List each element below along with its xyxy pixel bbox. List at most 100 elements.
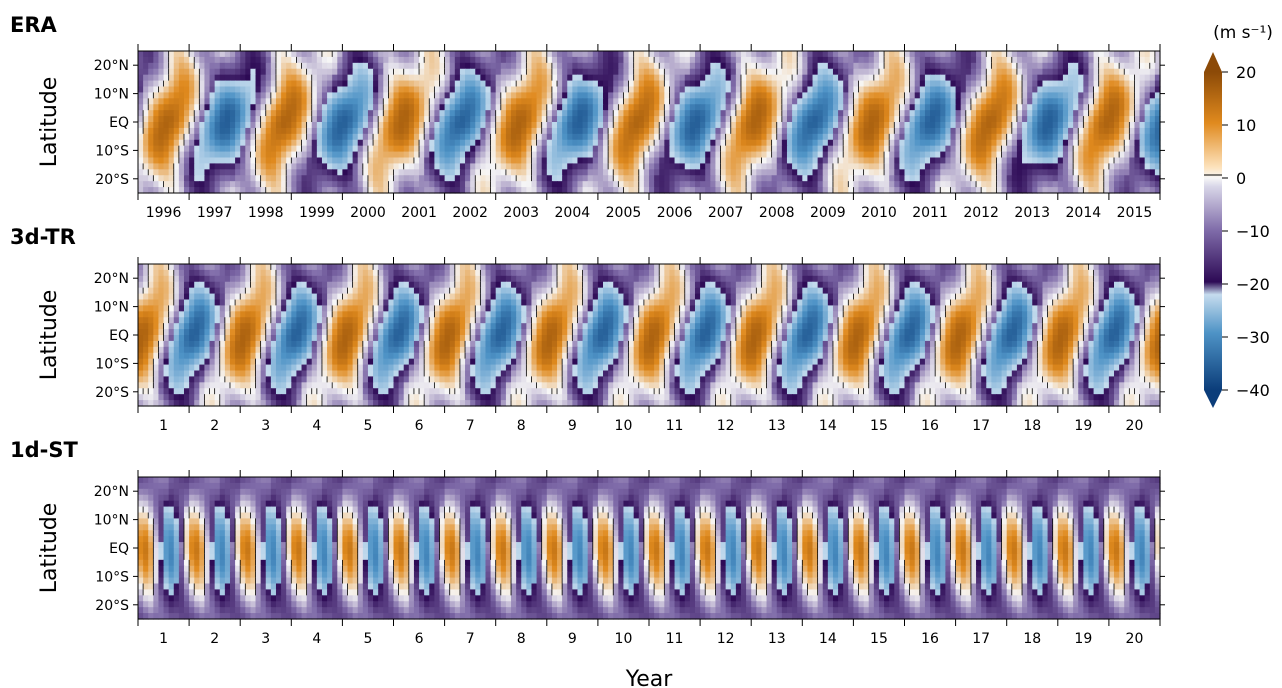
heatmap-cell [878, 104, 885, 111]
heatmap-cell [1062, 145, 1069, 153]
heatmap-cell [899, 157, 906, 165]
heatmap-cell [1016, 74, 1023, 82]
heatmap-cell [454, 86, 461, 94]
heatmap-cell [1032, 122, 1038, 129]
heatmap-cell [776, 181, 783, 188]
heatmap-cell [587, 80, 594, 88]
heatmap-cell [1042, 51, 1049, 58]
heatmap-cell [715, 151, 722, 159]
heatmap-cell [863, 133, 870, 141]
heatmap-cell [153, 169, 160, 176]
heatmap-cell [567, 92, 573, 99]
heatmap-cell [327, 139, 333, 147]
heatmap-cell [439, 51, 446, 58]
heatmap-cell [500, 51, 507, 58]
heatmap-cell [526, 56, 533, 64]
heatmap-cell [848, 133, 854, 141]
heatmap-cell [786, 104, 793, 111]
heatmap-cell [1154, 51, 1161, 58]
heatmap-cell [465, 51, 471, 58]
heatmap-cell [802, 127, 809, 135]
heatmap-cell [1088, 139, 1095, 147]
heatmap-cell [393, 169, 400, 176]
heatmap-cell [822, 98, 829, 105]
heatmap-cell [475, 145, 481, 153]
heatmap-cell [546, 86, 553, 94]
heatmap-cell [209, 86, 216, 94]
heatmap-cell [551, 127, 558, 135]
heatmap-cell [1119, 181, 1125, 188]
heatmap-cell [367, 51, 374, 58]
heatmap-cell [965, 51, 972, 58]
heatmap-cell [183, 157, 190, 165]
heatmap-cell [1114, 122, 1120, 129]
heatmap-cell [592, 187, 599, 194]
heatmap-cell [694, 163, 701, 170]
heatmap-cell [419, 175, 425, 182]
heatmap-cell [454, 127, 461, 135]
heatmap-cell [224, 68, 231, 76]
heatmap-cell [940, 151, 946, 159]
heatmap-cell [240, 169, 246, 176]
heatmap-cell [899, 163, 906, 170]
heatmap-cell [378, 139, 384, 147]
heatmap-cell [511, 175, 517, 182]
heatmap-cell [807, 110, 814, 117]
heatmap-cell [1022, 86, 1028, 94]
heatmap-cell [781, 51, 788, 58]
heatmap-cell [991, 163, 998, 170]
heatmap-cell [168, 116, 175, 123]
heatmap-cells [138, 51, 1161, 194]
heatmap-cell [470, 104, 476, 111]
heatmap-cell [694, 104, 701, 111]
heatmap-cell [659, 92, 665, 99]
heatmap-cell [281, 110, 287, 117]
heatmap-cell [894, 92, 900, 99]
heatmap-cell [1103, 51, 1110, 58]
heatmap-cell [802, 104, 809, 111]
heatmap-cell [281, 92, 287, 99]
heatmap-cell [1149, 51, 1156, 58]
heatmap-cell [761, 116, 768, 123]
heatmap-cell [659, 122, 665, 129]
heatmap-cell [413, 74, 420, 82]
heatmap-cell [894, 127, 900, 135]
heatmap-cell [536, 62, 543, 70]
heatmap-cell [976, 139, 982, 147]
heatmap-cell [582, 127, 589, 135]
heatmap-cell [996, 175, 1003, 182]
heatmap-cell [362, 157, 369, 165]
heatmap-cell [705, 80, 711, 88]
heatmap-cell [863, 86, 870, 94]
heatmap-cell [199, 110, 206, 117]
heatmap-cell [444, 151, 451, 159]
heatmap-cell [792, 169, 798, 176]
heatmap-cell [1088, 169, 1095, 176]
heatmap-cell [337, 80, 343, 88]
heatmap-cell [250, 51, 257, 58]
heatmap-cell [751, 92, 757, 99]
heatmap-cell [950, 98, 957, 105]
heatmap-cell [1134, 116, 1141, 123]
heatmap-cell [970, 151, 977, 159]
heatmap-cell [255, 110, 262, 117]
heatmap-cell [1083, 122, 1090, 129]
heatmap-cell [1016, 86, 1023, 94]
heatmap-cell [168, 92, 175, 99]
heatmap-cell [679, 181, 686, 188]
heatmap-cell [275, 98, 282, 105]
heatmap-cell [1001, 74, 1008, 82]
heatmap-cell [178, 51, 185, 58]
heatmap-cell [955, 181, 962, 188]
heatmap-cell [204, 187, 211, 194]
heatmap-cell [138, 62, 144, 70]
heatmap-cell [577, 145, 584, 153]
heatmap-cell [792, 104, 798, 111]
heatmap-cell [740, 62, 747, 70]
heatmap-cell [1129, 175, 1136, 182]
heatmap-cell [679, 151, 686, 159]
heatmap-cell [960, 163, 967, 170]
heatmap-cell [562, 74, 568, 82]
heatmap-cell [143, 151, 149, 159]
heatmap-cell [546, 92, 553, 99]
